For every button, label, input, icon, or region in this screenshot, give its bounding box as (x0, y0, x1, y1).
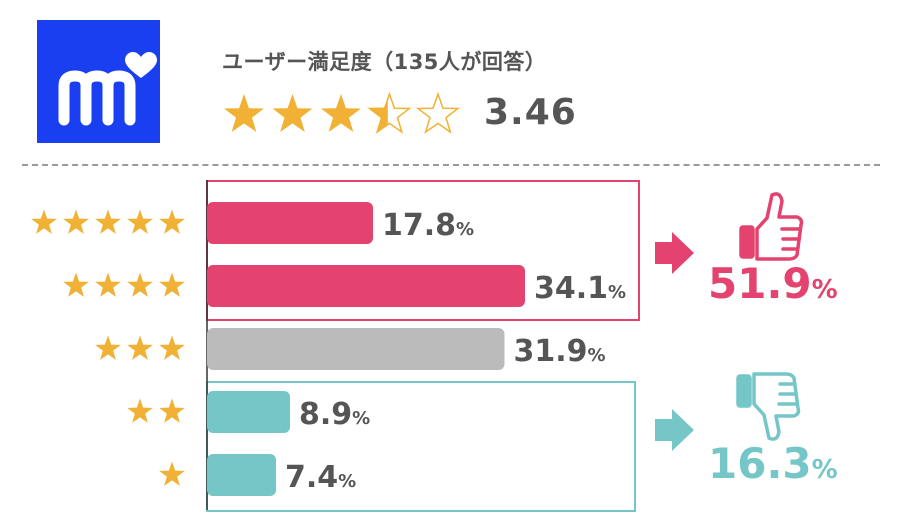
bar-label-2-star: 8.9% (299, 397, 370, 432)
bar-label-4-star: 34.1% (534, 271, 626, 306)
row-star (63, 272, 89, 297)
bar-3-star (207, 328, 505, 370)
row-star (95, 209, 121, 234)
positive-total: 51.9% (708, 259, 838, 308)
bar-2-star (207, 391, 290, 433)
row-star (95, 335, 121, 360)
row-star (159, 272, 185, 297)
row-star (31, 209, 57, 234)
app-logo (37, 20, 160, 143)
row-stars-3 (95, 335, 185, 360)
rating-value: 3.46 (484, 92, 577, 133)
bar-label-1-star: 7.4% (285, 460, 356, 495)
row-stars-4 (63, 272, 185, 297)
negative-summary: 16.3% (655, 372, 841, 491)
row-star (127, 335, 153, 360)
bar-4-star (207, 265, 525, 307)
thumbs-up-icon (739, 192, 804, 261)
row-star (95, 272, 121, 297)
rating-star (224, 94, 264, 132)
header-divider (22, 164, 880, 166)
row-star (159, 398, 185, 423)
rating-stars (224, 92, 461, 134)
row-star (127, 272, 153, 297)
arrow-right-icon (655, 232, 694, 274)
row-stars-2 (127, 398, 185, 423)
positive-summary: 51.9% (655, 192, 841, 311)
bar-label-3-star: 31.9% (513, 334, 605, 369)
rating-star (367, 92, 412, 134)
negative-total: 16.3% (708, 439, 838, 488)
row-stars-5 (31, 209, 185, 234)
rating-star (321, 94, 361, 132)
row-stars-1 (159, 461, 185, 486)
row-star (63, 209, 89, 234)
bar-5-star (207, 202, 373, 244)
arrow-right-icon (655, 409, 694, 451)
rating-star (272, 94, 313, 132)
row-star (159, 335, 185, 360)
m-heart-logo-icon (58, 52, 157, 126)
row-star (159, 209, 185, 234)
row-star (127, 398, 153, 423)
satisfaction-title: ユーザー満足度（135人が回答） (222, 50, 547, 74)
bar-1-star (207, 454, 277, 496)
rating-star (415, 92, 461, 134)
thumbs-down-icon (736, 372, 801, 441)
row-star (127, 209, 153, 234)
bar-label-5-star: 17.8% (382, 208, 474, 243)
row-star (159, 461, 185, 486)
